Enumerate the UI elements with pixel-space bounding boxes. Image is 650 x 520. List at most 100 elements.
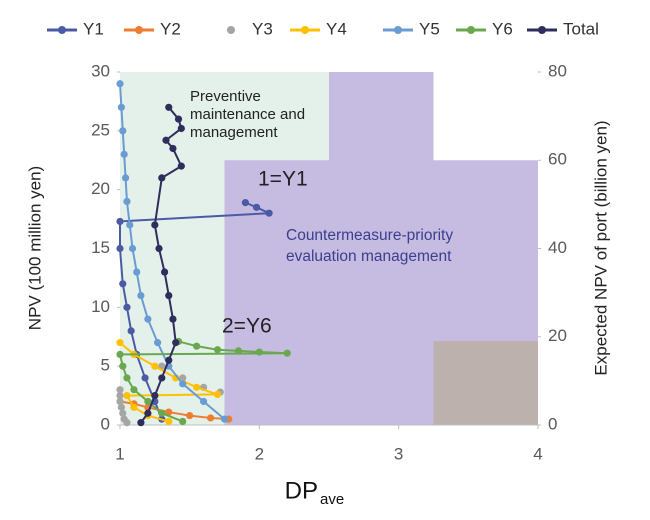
series-marker [241, 199, 249, 207]
series-marker [193, 383, 201, 391]
series-marker [155, 244, 163, 253]
x-tick-label: 2 [255, 444, 264, 463]
annotation: Preventive [190, 88, 261, 105]
legend-label: Y4 [326, 19, 347, 38]
series-marker [252, 203, 261, 211]
series-marker [158, 374, 166, 382]
y-tick-label: 20 [91, 179, 110, 198]
series-marker [165, 417, 173, 426]
series-marker [123, 303, 131, 311]
series-line [119, 341, 218, 423]
legend-marker [301, 26, 309, 34]
annotation: 2=Y6 [222, 315, 272, 338]
series-marker [119, 409, 127, 417]
series-marker [121, 174, 130, 182]
series-marker [165, 356, 173, 364]
y2-tick-label: 40 [548, 238, 567, 257]
series-marker [200, 397, 208, 406]
annotation: evaluation management [286, 248, 452, 265]
series-marker [165, 408, 173, 416]
legend-marker [538, 26, 546, 34]
series-line [119, 83, 226, 420]
series-marker [186, 411, 194, 420]
series-marker [116, 217, 124, 226]
legend-label: Y1 [83, 19, 104, 38]
x-axis-label: DP [285, 477, 318, 504]
series-marker [160, 268, 169, 276]
legend-label: Total [563, 19, 599, 38]
y2-axis-label: Expected NPV of port (billion yen) [591, 120, 610, 375]
series-marker [116, 391, 124, 400]
series-marker [144, 397, 152, 406]
legend-marker [467, 26, 475, 34]
y2-tick-label: 0 [548, 414, 557, 433]
y-tick-label: 10 [91, 297, 110, 316]
series-marker [158, 174, 166, 182]
annotation: Countermeasure-priority [286, 227, 453, 244]
x-tick-label: 4 [533, 444, 542, 463]
annotation: 1=Y1 [258, 168, 308, 191]
series-marker [116, 386, 124, 394]
series-marker [116, 350, 124, 358]
series-marker [141, 374, 149, 382]
legend-marker [58, 26, 66, 34]
series-marker [123, 419, 131, 427]
series-marker [127, 327, 135, 335]
annotation: maintenance and [190, 106, 305, 123]
series-marker [144, 409, 152, 417]
series-marker [234, 347, 243, 355]
region [433, 341, 538, 425]
y2-tick-label: 60 [548, 150, 567, 169]
annotation: management [190, 124, 278, 141]
series-marker [177, 162, 185, 170]
series-marker [116, 397, 124, 406]
x-tick-label: 1 [115, 444, 124, 463]
series-marker [126, 221, 134, 229]
series-marker [137, 291, 145, 300]
series-marker [117, 103, 125, 111]
y-tick-label: 5 [101, 356, 110, 375]
series-marker [265, 209, 273, 217]
x-axis-label-sub: ave [320, 491, 344, 508]
series-marker [179, 417, 187, 426]
x-tick-label: 3 [394, 444, 403, 463]
series-marker [165, 103, 173, 111]
series-marker [119, 362, 127, 370]
y-tick-label: 0 [101, 414, 110, 433]
legend-marker [135, 26, 143, 34]
series-marker [255, 348, 263, 356]
series-marker [130, 403, 138, 411]
series-marker [120, 150, 128, 158]
y2-tick-label: 20 [548, 326, 567, 345]
series-marker [116, 339, 124, 347]
y2-tick-label: 80 [548, 61, 567, 80]
legend-label: Y5 [419, 19, 440, 38]
series-marker [119, 127, 127, 135]
series-marker [123, 391, 131, 400]
legend-label: Y3 [252, 19, 273, 38]
series-marker [165, 291, 173, 300]
series-marker [151, 362, 159, 370]
series-marker [151, 221, 159, 229]
series-marker [169, 144, 177, 153]
series-marker [123, 197, 131, 206]
series-marker [137, 419, 145, 427]
y-tick-label: 25 [91, 120, 110, 139]
series-marker [130, 386, 138, 394]
series-marker [119, 280, 127, 288]
series-marker [174, 115, 183, 123]
series-marker [151, 391, 159, 400]
series-marker [220, 415, 229, 423]
region [224, 160, 329, 425]
legend-marker [394, 26, 402, 34]
series-marker [213, 390, 222, 399]
series-marker [133, 268, 141, 276]
series-marker [179, 380, 187, 388]
y-axis-label: NPV (100 million yen) [25, 166, 44, 330]
series-marker [116, 244, 124, 253]
y-tick-label: 30 [91, 61, 110, 80]
y-tick-label: 15 [91, 238, 110, 257]
series-marker [206, 414, 215, 422]
series-marker [116, 80, 124, 88]
